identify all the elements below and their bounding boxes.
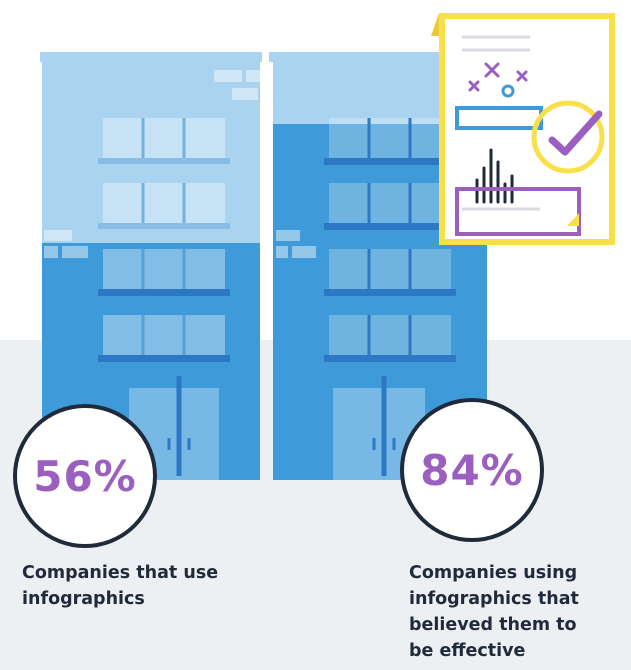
stat-circle-left: 56% (13, 404, 157, 548)
stat-circle-right: 84% (400, 398, 544, 542)
caption-line: believed them to (409, 615, 577, 635)
x-mark-icon (468, 62, 528, 92)
caption-line: be effective (409, 641, 526, 661)
stat-caption-left: Companies that use infographics (22, 560, 218, 612)
caption-line: infographics that (409, 589, 579, 609)
stat-value-right: 84% (420, 445, 524, 495)
building-left-windows (103, 118, 225, 355)
stat-caption-right: Companies using infographics that believ… (409, 560, 579, 664)
caption-line: Companies using (409, 563, 578, 583)
checkmark-icon (531, 100, 605, 174)
report-card (431, 13, 615, 245)
caption-line: Companies that use (22, 563, 219, 583)
building-right-windows (329, 118, 451, 355)
caption-line: infographics (22, 589, 145, 609)
stat-value-left: 56% (33, 451, 137, 501)
building-left (40, 52, 262, 480)
